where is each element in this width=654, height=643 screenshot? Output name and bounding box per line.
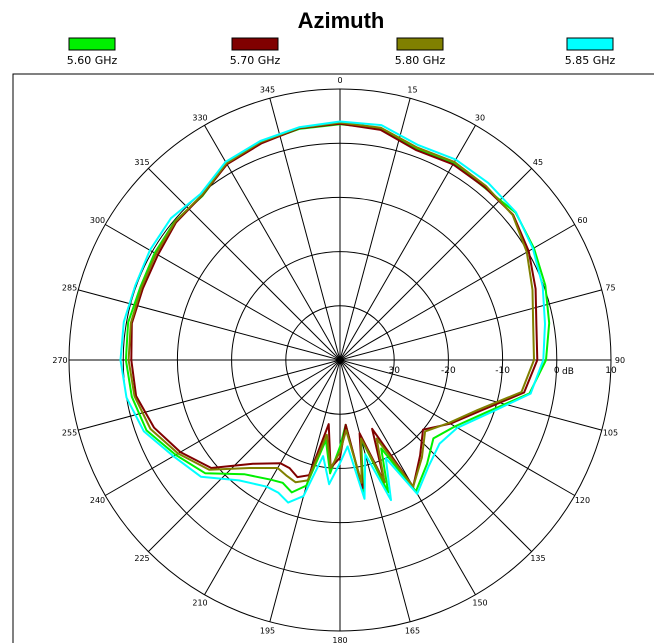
chart-title: Azimuth	[298, 8, 385, 33]
angle-tick-label: 330	[192, 114, 207, 123]
angle-tick-label: 45	[533, 158, 543, 167]
legend-swatch-2	[231, 37, 279, 51]
polar-grid	[68, 88, 612, 632]
legend-label-4: 5.85 GHz	[565, 54, 616, 67]
angle-tick-label: 15	[407, 86, 417, 95]
radial-tick-label: 10	[605, 366, 617, 376]
angle-tick-label: 90	[615, 356, 625, 365]
tick-labels: 0 15 30 45 60 75 90 105 120 135 150 165 180 195 210 225…	[52, 76, 625, 643]
radial-unit-label: dB	[562, 367, 574, 377]
angle-tick-label: 180	[332, 636, 347, 643]
angle-tick-label: 225	[134, 554, 149, 563]
radial-tick-label: 30	[388, 366, 400, 376]
angle-tick-label: 135	[530, 554, 545, 563]
angle-tick-label: 165	[405, 626, 420, 635]
plot-frame	[12, 73, 654, 643]
series-line-2	[130, 122, 539, 490]
angle-tick-label: 30	[475, 114, 485, 123]
angle-tick-label: 120	[575, 496, 590, 505]
grid-spoke-195	[269, 359, 341, 622]
angle-tick-label: 195	[260, 626, 275, 635]
angle-tick-label: 150	[472, 598, 487, 607]
legend-label-3: 5.80 GHz	[395, 54, 446, 67]
series-line-4	[119, 120, 546, 504]
grid-spoke-60	[339, 224, 575, 361]
grid-spoke-225	[148, 359, 341, 552]
angle-tick-label: 75	[605, 284, 615, 293]
angle-tick-label: 285	[62, 284, 77, 293]
angle-tick-label: 0	[337, 76, 342, 85]
angle-tick-label: 315	[134, 158, 149, 167]
angle-tick-label: 300	[90, 216, 105, 225]
grid-spoke-105	[339, 359, 602, 431]
series-line-3	[127, 121, 535, 488]
angle-tick-label: 60	[577, 216, 587, 225]
center-dot	[337, 357, 343, 363]
grid-spoke-15	[339, 98, 411, 361]
grid-spoke-135	[339, 359, 532, 552]
grid-spoke-285	[78, 289, 341, 361]
angle-tick-label: 255	[62, 428, 77, 437]
grid-spoke-30	[339, 125, 476, 361]
legend: 5.60 GHz 5.70 GHz 5.80 GHz 5.85 GHz	[67, 37, 616, 67]
series-group	[119, 120, 551, 504]
angle-tick-label: 270	[52, 356, 67, 365]
series-line-1	[124, 123, 551, 495]
grid-spoke-75	[339, 289, 602, 361]
legend-label-2: 5.70 GHz	[230, 54, 281, 67]
angle-tick-label: 240	[90, 496, 105, 505]
legend-swatch-3	[396, 37, 444, 51]
grid-spoke-240	[105, 359, 341, 496]
angle-tick-label: 345	[260, 86, 275, 95]
legend-swatch-1	[68, 37, 116, 51]
grid-spoke-330	[204, 125, 341, 361]
grid-spoke-165	[339, 359, 411, 622]
radial-tick-label: -10	[495, 366, 510, 376]
radial-tick-label: -20	[441, 366, 456, 376]
legend-swatch-4	[566, 37, 614, 51]
angle-tick-label: 105	[603, 428, 618, 437]
radial-tick-label: 0	[554, 366, 560, 376]
angle-tick-label: 210	[192, 598, 207, 607]
legend-label-1: 5.60 GHz	[67, 54, 118, 67]
grid-spoke-210	[204, 359, 341, 595]
grid-spoke-255	[78, 359, 341, 431]
grid-spoke-345	[269, 98, 341, 361]
grid-spoke-315	[148, 168, 341, 361]
grid-spoke-300	[105, 224, 341, 361]
